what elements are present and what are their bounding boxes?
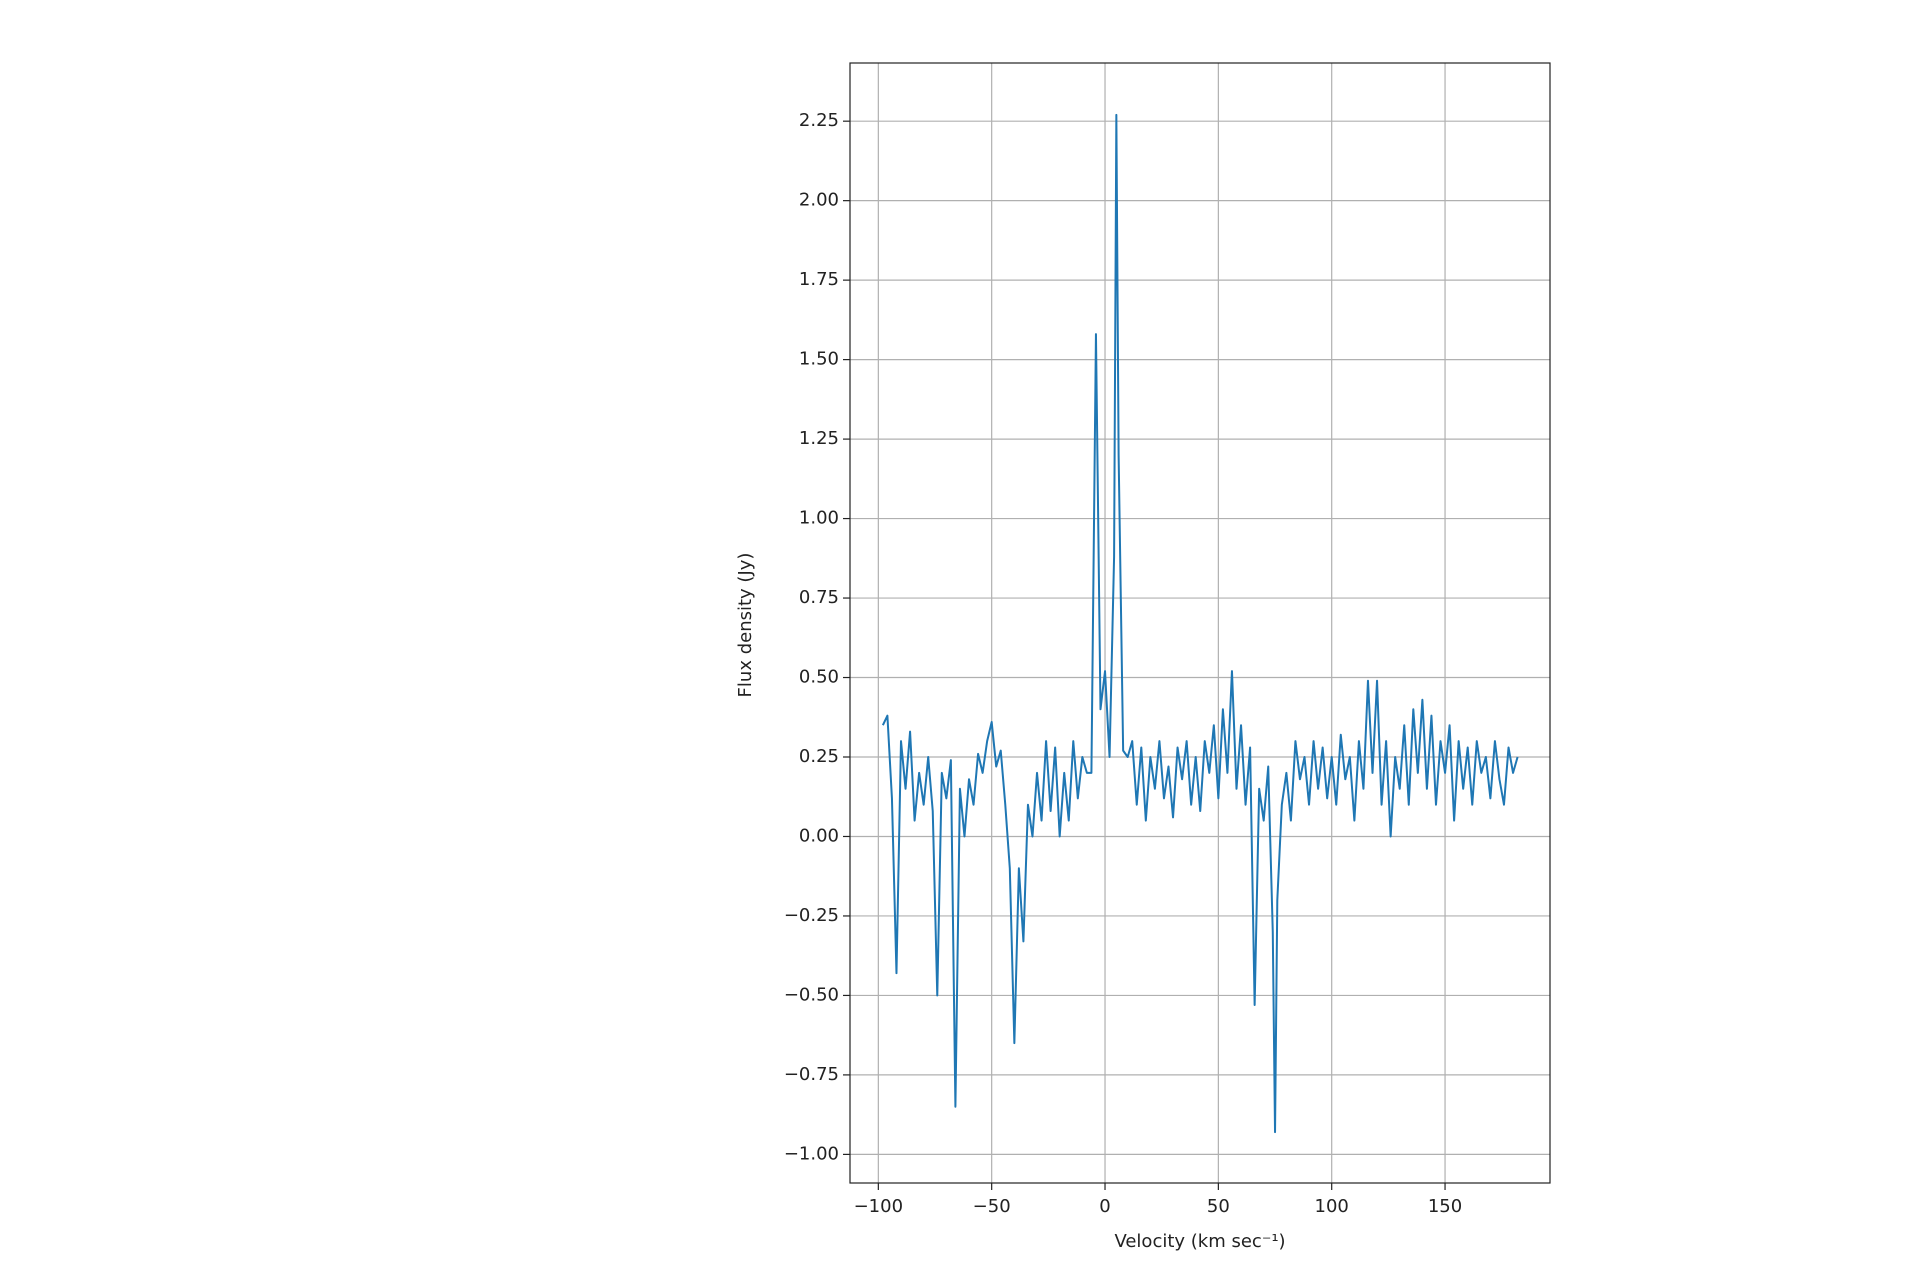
x-tick-label: 0 xyxy=(1099,1196,1110,1217)
x-tick-label: 150 xyxy=(1428,1196,1462,1217)
y-tick-label: 1.75 xyxy=(799,269,839,290)
x-axis-label: Velocity (km sec⁻¹) xyxy=(1114,1231,1285,1252)
y-tick-label: −1.00 xyxy=(784,1143,839,1164)
plot-frame xyxy=(849,62,1551,1184)
y-tick-label: 1.50 xyxy=(799,349,839,370)
y-tick-label: 0.75 xyxy=(799,587,839,608)
y-axis-label: Flux density (Jy) xyxy=(735,553,756,698)
y-tick-label: 0.50 xyxy=(799,667,839,688)
x-tick-label: 100 xyxy=(1315,1196,1349,1217)
y-tick-label: 2.25 xyxy=(799,110,839,131)
y-tick-label: −0.75 xyxy=(784,1064,839,1085)
data-line xyxy=(881,113,1519,1134)
y-tick-label: 0.25 xyxy=(799,746,839,767)
y-tick-label: 1.25 xyxy=(799,428,839,449)
x-tick-label: −50 xyxy=(973,1196,1011,1217)
y-tick-label: 1.00 xyxy=(799,508,839,529)
y-tick-label: −0.25 xyxy=(784,905,839,926)
x-tick-label: 50 xyxy=(1207,1196,1230,1217)
y-tick-label: 0.00 xyxy=(799,825,839,846)
y-tick-label: 2.00 xyxy=(799,190,839,211)
x-tick-label: −100 xyxy=(854,1196,903,1217)
y-tick-label: −0.50 xyxy=(784,984,839,1005)
